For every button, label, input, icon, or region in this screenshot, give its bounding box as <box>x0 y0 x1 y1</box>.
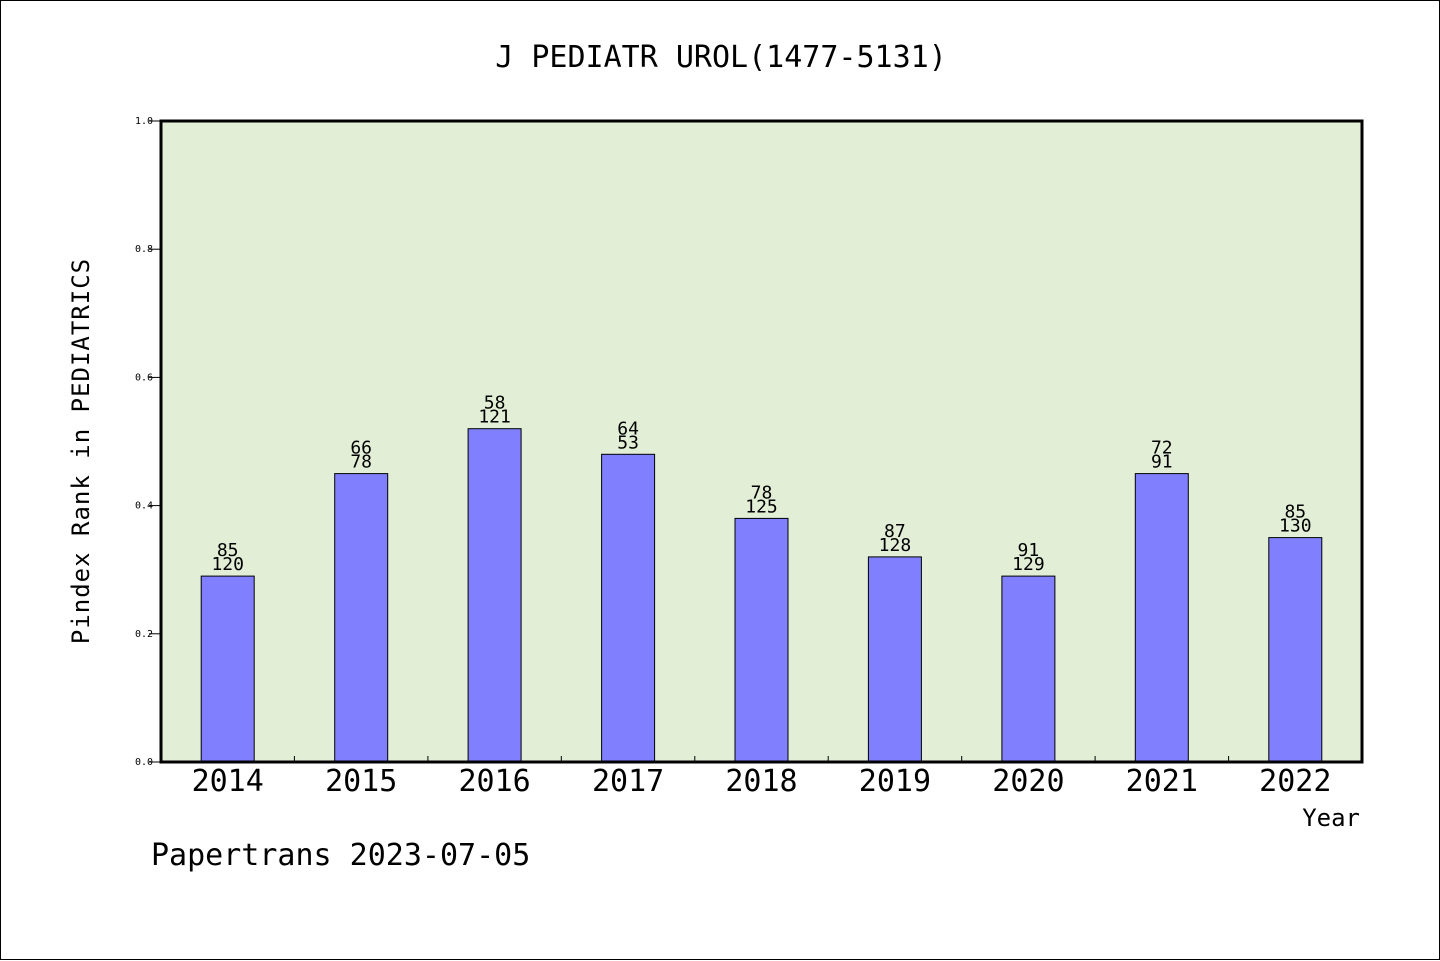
bar-2015 <box>334 473 389 763</box>
x-axis-label: Year <box>1302 804 1360 832</box>
bar-2022 <box>1268 537 1323 763</box>
data-label-bottom-2015: 78 <box>350 452 372 473</box>
y-tick-label: 1.0 <box>135 116 153 127</box>
x-axis-ticks: 2014 2015 2016 2017 2018 2019 2020 2021 2022 <box>192 756 1331 799</box>
data-label-bottom-2019: 128 <box>879 535 912 556</box>
data-label-bottom-2017: 53 <box>617 432 639 453</box>
data-label-top-2020: 91 <box>1018 540 1040 561</box>
data-label-bottom-2022: 130 <box>1279 516 1312 537</box>
data-label-top-2014: 85 <box>217 540 239 561</box>
data-label-top-2016: 58 <box>484 393 506 414</box>
data-label-top-2017: 64 <box>617 418 639 439</box>
y-tick-label: 0.0 <box>135 757 153 768</box>
data-label-top-2019: 87 <box>884 521 906 542</box>
x-tick-label-2021: 2021 <box>1126 764 1198 799</box>
x-tick-label-2019: 2019 <box>859 764 931 799</box>
footer-text: Papertrans 2023-07-05 <box>151 838 530 873</box>
bar-2019 <box>867 556 922 763</box>
bar-2016 <box>467 428 522 763</box>
plot-border <box>159 119 1364 764</box>
x-tick-label-2020: 2020 <box>992 764 1064 799</box>
x-tick-label-2017: 2017 <box>592 764 664 799</box>
y-tick-label: 0.2 <box>135 629 153 640</box>
y-axis-label: Pindex Rank in PEDIATRICS <box>67 258 95 644</box>
x-tick-label-2018: 2018 <box>725 764 797 799</box>
data-label-bottom-2018: 125 <box>745 496 778 517</box>
data-label-top-2022: 85 <box>1284 502 1306 523</box>
bars-group <box>200 428 1323 763</box>
bar-2018 <box>734 517 789 763</box>
data-label-bottom-2021: 91 <box>1151 452 1173 473</box>
x-tick-label-2022: 2022 <box>1259 764 1331 799</box>
chart-title: J PEDIATR UROL(1477-5131) <box>495 40 947 75</box>
x-tick-label-2016: 2016 <box>458 764 530 799</box>
bar-2014 <box>200 575 255 763</box>
bar-2017 <box>601 453 656 763</box>
y-tick-label: 0.4 <box>135 501 153 512</box>
data-label-top-2018: 78 <box>751 482 773 503</box>
data-label-top-2021: 72 <box>1151 438 1173 459</box>
y-axis-ticks: 0.0 0.2 0.4 0.6 0.8 1.0 <box>135 116 161 768</box>
data-label-top-2015: 66 <box>350 438 372 459</box>
bar-2020 <box>1001 575 1056 763</box>
data-label-bottom-2014: 120 <box>211 554 244 575</box>
data-label-bottom-2016: 121 <box>478 407 511 428</box>
y-tick-label: 0.6 <box>135 372 153 383</box>
y-tick-label: 0.8 <box>135 244 153 255</box>
x-tick-label-2015: 2015 <box>325 764 397 799</box>
bar-2021 <box>1134 473 1189 763</box>
data-label-bottom-2020: 129 <box>1012 554 1045 575</box>
x-tick-label-2014: 2014 <box>192 764 264 799</box>
